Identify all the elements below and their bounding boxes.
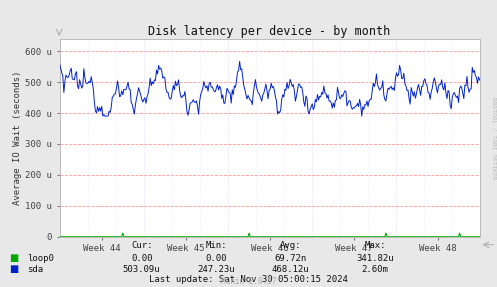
Text: RRDTOOL / TOBI OETIKER: RRDTOOL / TOBI OETIKER (491, 96, 496, 179)
Text: Max:: Max: (364, 241, 386, 250)
Text: 341.82u: 341.82u (356, 254, 394, 263)
Text: 2.60m: 2.60m (362, 265, 389, 274)
Text: ■: ■ (9, 264, 18, 274)
Title: Disk latency per device - by month: Disk latency per device - by month (149, 25, 391, 38)
Text: 69.72n: 69.72n (275, 254, 307, 263)
Text: 247.23u: 247.23u (197, 265, 235, 274)
Text: Cur:: Cur: (131, 241, 153, 250)
Text: ■: ■ (9, 253, 18, 263)
Text: Min:: Min: (205, 241, 227, 250)
Text: 503.09u: 503.09u (123, 265, 161, 274)
Text: Avg:: Avg: (280, 241, 302, 250)
Text: Munin 2.0.57: Munin 2.0.57 (221, 277, 276, 286)
Text: loop0: loop0 (27, 254, 54, 263)
Text: Last update: Sat Nov 30 05:00:15 2024: Last update: Sat Nov 30 05:00:15 2024 (149, 275, 348, 284)
Y-axis label: Average IO Wait (seconds): Average IO Wait (seconds) (13, 71, 22, 205)
Text: 468.12u: 468.12u (272, 265, 310, 274)
Text: 0.00: 0.00 (205, 254, 227, 263)
Text: sda: sda (27, 265, 43, 274)
Text: 0.00: 0.00 (131, 254, 153, 263)
